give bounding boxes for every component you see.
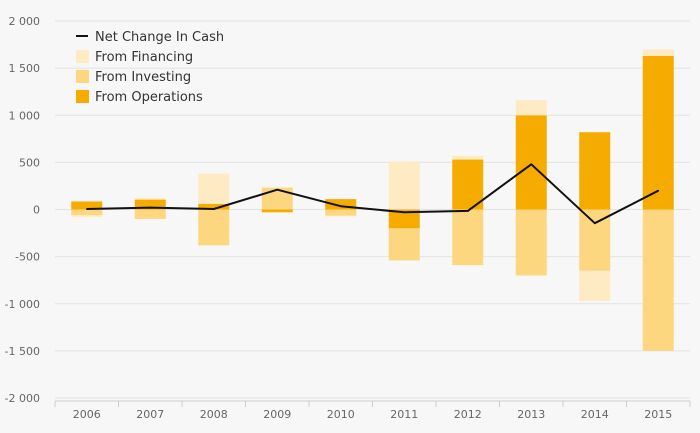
bar-from-financing-2011: [388, 161, 420, 210]
net-change-point: [212, 208, 215, 210]
y-tick-label: 2 000: [9, 15, 41, 28]
y-tick-label: -2 000: [5, 392, 40, 405]
legend-swatch: [76, 70, 89, 83]
legend-label: Net Change In Cash: [95, 30, 224, 45]
bar-from-financing-2008: [198, 173, 230, 204]
net-change-point: [466, 210, 469, 212]
y-tick-label: -1 500: [5, 345, 40, 358]
x-tick-label: 2014: [581, 408, 609, 421]
y-tick-label: 0: [33, 204, 40, 217]
legend-label: From Investing: [95, 70, 191, 85]
bar-from-investing-2006: [71, 209, 103, 216]
x-tick-label: 2007: [136, 408, 164, 421]
legend: Net Change In Cash From Financing From Inv…: [76, 30, 224, 105]
bar-from-operations-2009: [261, 209, 293, 213]
bar-from-financing-2006: [71, 215, 103, 218]
net-change-point: [657, 189, 660, 192]
axes: 2 000 1 500 1 000 500 0 -500 -1 000 -1 500 -2 00…: [5, 15, 691, 421]
bar-from-investing-2007: [134, 209, 166, 219]
bar-from-investing-2010: [325, 209, 357, 216]
bar-from-operations-2013: [515, 115, 547, 210]
bar-from-financing-2007: [134, 198, 166, 200]
x-tick-label: 2015: [644, 408, 672, 421]
bar-from-investing-2011: [388, 228, 420, 261]
net-change-point: [149, 206, 152, 209]
legend-label: From Operations: [95, 90, 203, 105]
x-tick-label: 2011: [390, 408, 418, 421]
bar-from-investing-2013: [515, 209, 547, 276]
bar-from-financing-2012: [452, 155, 484, 160]
bar-from-investing-2009: [261, 187, 293, 210]
bar-from-investing-2015: [642, 209, 674, 351]
bar-from-financing-2009: [261, 186, 293, 188]
net-change-point: [339, 205, 342, 208]
net-change-point: [530, 163, 533, 166]
bar-from-financing-2013: [515, 100, 547, 116]
y-tick-label: -1 000: [5, 298, 40, 311]
y-tick-label: -500: [15, 251, 40, 264]
bar-from-financing-2014: [579, 270, 611, 301]
bar-from-operations-2007: [134, 199, 166, 210]
legend-swatch: [76, 90, 89, 103]
bar-from-operations-2008: [198, 203, 230, 210]
bar-from-operations-2014: [579, 132, 611, 210]
legend-swatch: [76, 50, 89, 63]
net-change-line-layer: [85, 163, 660, 225]
net-change-point: [276, 188, 279, 191]
y-tick-label: 500: [19, 156, 40, 169]
y-tick-label: 1 000: [9, 109, 41, 122]
bar-from-financing-2015: [642, 49, 674, 56]
net-change-point: [593, 222, 596, 224]
y-tick-label: 1 500: [9, 62, 41, 75]
bar-from-operations-2010: [325, 199, 357, 210]
bar-from-investing-2014: [579, 209, 611, 271]
legend-label: From Financing: [95, 50, 193, 65]
bar-from-operations-2006: [71, 201, 103, 210]
bar-from-financing-2010: [325, 215, 357, 217]
net-change-point: [85, 208, 88, 210]
bar-from-investing-2012: [452, 209, 484, 266]
bars: [71, 49, 674, 351]
x-tick-label: 2013: [517, 408, 545, 421]
net-change-point: [403, 211, 406, 214]
net-change-line: [86, 163, 659, 225]
bar-from-investing-2008: [198, 209, 230, 246]
x-tick-label: 2012: [454, 408, 482, 421]
x-tick-label: 2006: [73, 408, 101, 421]
x-tick-label: 2010: [327, 408, 355, 421]
bar-from-operations-2011: [388, 209, 420, 229]
x-tick-label: 2009: [263, 408, 291, 421]
bar-from-operations-2012: [452, 159, 484, 210]
bar-from-operations-2015: [642, 55, 674, 210]
x-tick-label: 2008: [200, 408, 228, 421]
